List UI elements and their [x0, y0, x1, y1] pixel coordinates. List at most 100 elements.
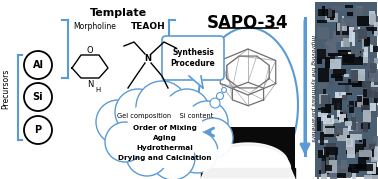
Text: Morpholine: Morpholine [74, 22, 116, 31]
Bar [336, 23, 349, 35]
Bar [363, 110, 371, 122]
Bar [331, 74, 342, 78]
Bar [342, 54, 355, 65]
Text: Improving the synthesis parameters: Improving the synthesis parameters [310, 35, 314, 141]
Bar [372, 149, 377, 157]
Bar [373, 136, 378, 149]
Bar [355, 101, 358, 107]
Bar [371, 34, 374, 45]
Bar [326, 157, 329, 166]
Circle shape [193, 118, 233, 158]
Bar [353, 123, 361, 132]
Bar [373, 92, 378, 103]
Bar [325, 104, 333, 113]
Bar [321, 95, 330, 106]
Bar [357, 95, 363, 107]
Bar [332, 105, 334, 113]
Text: Si: Si [33, 92, 43, 102]
Bar [338, 83, 349, 85]
Bar [344, 118, 348, 122]
Bar [348, 27, 359, 30]
Bar [342, 54, 349, 64]
Bar [347, 12, 353, 16]
Bar [317, 49, 326, 59]
Bar [325, 45, 329, 50]
Bar [352, 173, 356, 179]
Text: Synthesis
Procedure: Synthesis Procedure [170, 48, 215, 68]
Bar [352, 117, 356, 130]
Bar [322, 158, 330, 170]
Bar [367, 110, 373, 113]
Bar [370, 63, 376, 73]
Circle shape [217, 93, 223, 100]
Bar [345, 140, 355, 151]
Circle shape [115, 89, 161, 135]
Bar [322, 157, 334, 167]
Bar [355, 164, 366, 169]
Bar [337, 103, 340, 117]
Bar [347, 150, 355, 158]
Bar [356, 6, 364, 11]
Bar [335, 166, 348, 175]
Bar [372, 107, 377, 117]
Bar [371, 77, 378, 90]
Bar [344, 74, 349, 77]
Bar [324, 113, 328, 119]
Bar [333, 31, 346, 42]
Bar [369, 11, 375, 24]
Text: N: N [144, 54, 152, 62]
Bar [359, 136, 362, 142]
Bar [317, 26, 330, 39]
Bar [332, 98, 342, 110]
Bar [201, 127, 295, 179]
Bar [325, 13, 338, 22]
Bar [372, 167, 378, 173]
Bar [363, 122, 369, 132]
Bar [339, 50, 351, 56]
Bar [370, 44, 373, 52]
Bar [322, 149, 326, 155]
Bar [333, 69, 345, 75]
Bar [352, 53, 361, 57]
Bar [357, 96, 362, 103]
Bar [337, 127, 342, 136]
Bar [340, 26, 342, 37]
Circle shape [147, 100, 203, 156]
Circle shape [151, 136, 195, 179]
Text: Template: Template [90, 8, 147, 18]
Bar [341, 144, 353, 146]
Bar [371, 151, 378, 162]
Bar [364, 47, 368, 57]
Bar [327, 9, 335, 18]
Bar [318, 150, 329, 158]
Bar [330, 119, 341, 124]
Circle shape [127, 100, 183, 156]
Bar [373, 46, 378, 52]
Bar [346, 150, 356, 154]
Bar [360, 123, 370, 129]
Bar [332, 6, 345, 9]
Bar [343, 171, 351, 178]
Bar [374, 147, 378, 160]
Bar [349, 122, 358, 127]
Bar [374, 59, 378, 64]
Bar [364, 157, 369, 160]
Bar [323, 126, 334, 134]
Circle shape [105, 122, 145, 162]
Text: Aging: Aging [153, 135, 177, 141]
Circle shape [186, 101, 228, 143]
Bar [363, 37, 370, 47]
Bar [352, 75, 366, 87]
Bar [338, 50, 348, 56]
Bar [364, 142, 376, 155]
Bar [318, 83, 327, 89]
Bar [322, 6, 325, 16]
Bar [318, 9, 330, 16]
Bar [316, 20, 327, 23]
Bar [375, 16, 378, 29]
Bar [330, 170, 337, 179]
Circle shape [24, 116, 52, 144]
Bar [345, 93, 352, 95]
Bar [366, 27, 377, 32]
Text: Drying and Calcination: Drying and Calcination [118, 155, 212, 161]
